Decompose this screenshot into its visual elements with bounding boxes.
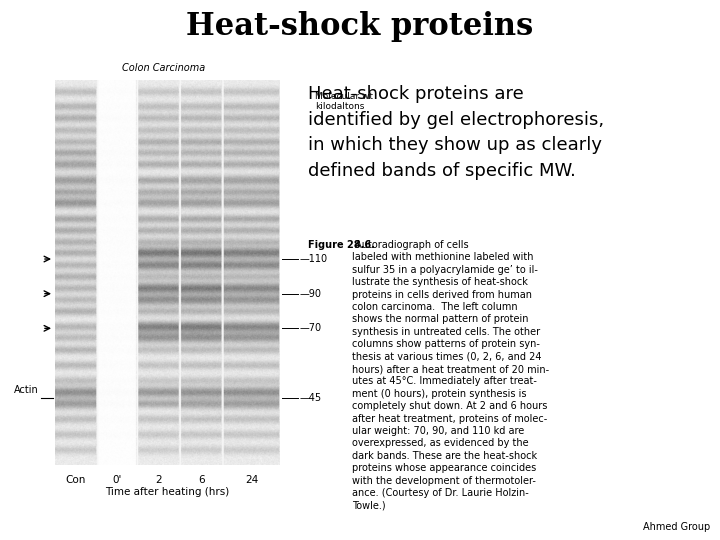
Text: Heat-shock proteins: Heat-shock proteins — [186, 11, 534, 43]
Text: Actin: Actin — [14, 384, 39, 395]
Text: —45: —45 — [300, 393, 322, 403]
Text: Heat-shock proteins are
identified by gel electrophoresis,
in which they show up: Heat-shock proteins are identified by ge… — [308, 85, 604, 180]
Text: Ahmed Group: Ahmed Group — [643, 522, 710, 532]
Text: —70: —70 — [300, 323, 322, 333]
Text: Time after heating (hrs): Time after heating (hrs) — [105, 487, 230, 497]
Text: —90: —90 — [300, 289, 322, 299]
Text: 2: 2 — [156, 475, 162, 485]
Text: Colon Carcinoma: Colon Carcinoma — [122, 63, 206, 73]
Text: Autoradiograph of cells
labeled with methionine labeled with
sulfur 35 in a poly: Autoradiograph of cells labeled with met… — [352, 240, 549, 510]
Text: Con: Con — [66, 475, 86, 485]
Text: 0': 0' — [112, 475, 122, 485]
Text: 6: 6 — [198, 475, 204, 485]
Text: 24: 24 — [245, 475, 258, 485]
Text: Molecular wt: Molecular wt — [315, 92, 373, 101]
Text: kilodaltons: kilodaltons — [315, 102, 364, 111]
Text: Figure 28.6.: Figure 28.6. — [308, 240, 375, 250]
Text: —110: —110 — [300, 254, 328, 264]
